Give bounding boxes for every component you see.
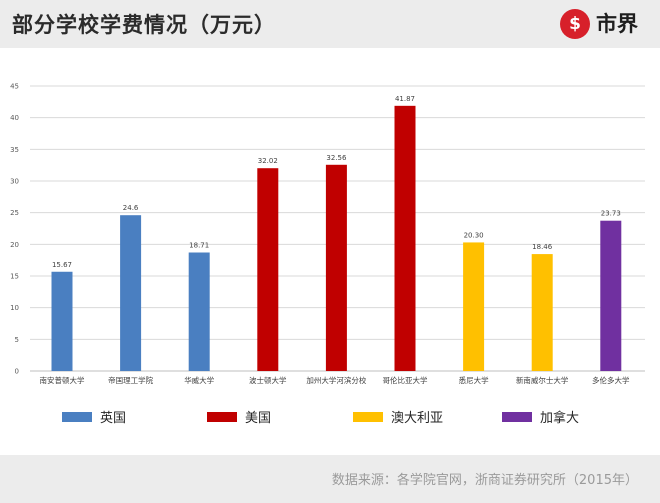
bar [531,254,553,371]
data-label: 20.30 [464,231,484,239]
x-tick-label: 南安普顿大学 [40,375,85,385]
y-tick-label: 30 [10,178,19,186]
x-tick-label: 悉尼大学 [459,375,489,385]
header-bar: 部分学校学费情况（万元） $ 市界 [0,0,660,48]
data-label: 18.46 [532,243,553,251]
x-tick-label: 波士顿大学 [249,375,287,385]
bar [394,105,416,371]
bar [188,252,210,371]
bar [325,164,347,371]
x-tick-label: 华威大学 [184,375,214,385]
legend-swatch [62,412,92,422]
bar [51,271,73,371]
data-label: 23.73 [601,210,621,218]
legend-swatch [502,412,532,422]
y-tick-label: 10 [10,304,19,312]
y-tick-label: 40 [10,114,19,122]
brand-logo-icon: $ [560,9,590,39]
data-label: 15.67 [52,261,72,269]
x-tick-label: 加州大学河滨分校 [306,375,366,385]
bar-chart: 0 5 10 15 20 25 30 35 40 45 15.67 南安普顿大学 24.6 帝国理工学院 1… [10,83,645,426]
legend-swatch [207,412,237,422]
y-tick-label: 45 [10,83,19,91]
legend-label: 澳大利亚 [391,410,443,426]
x-tick-label: 帝国理工学院 [108,375,153,385]
data-label: 41.87 [395,95,415,103]
bar [463,242,485,371]
y-tick-label: 15 [10,273,19,281]
y-tick-label: 5 [15,336,19,344]
brand-logo: $ 市界 [560,8,650,40]
y-tick-label: 0 [15,368,19,376]
legend-label: 加拿大 [540,410,579,426]
data-label: 18.71 [189,242,209,250]
bar [257,168,279,371]
legend-swatch [353,412,383,422]
y-tick-label: 20 [10,241,19,249]
y-tick-label: 35 [10,146,19,154]
legend-label: 英国 [100,411,126,426]
x-tick-label: 多伦多大学 [592,375,630,385]
y-tick-label: 25 [10,209,19,217]
bar [120,215,142,371]
data-label: 32.56 [326,154,347,162]
data-source-note: 数据来源：各学院官网，浙商证券研究所（2015年） [331,473,638,488]
x-tick-label: 哥伦比亚大学 [383,375,428,385]
bar [600,220,622,371]
x-tick-label: 新南威尔士大学 [516,375,569,385]
data-label: 32.02 [258,157,278,165]
legend-label: 美国 [245,411,271,426]
data-label: 24.6 [123,204,139,212]
brand-logo-text: 市界 [596,12,638,36]
page-title: 部分学校学费情况（万元） [12,13,276,37]
footer-bar: 数据来源：各学院官网，浙商证券研究所（2015年） [0,455,660,503]
